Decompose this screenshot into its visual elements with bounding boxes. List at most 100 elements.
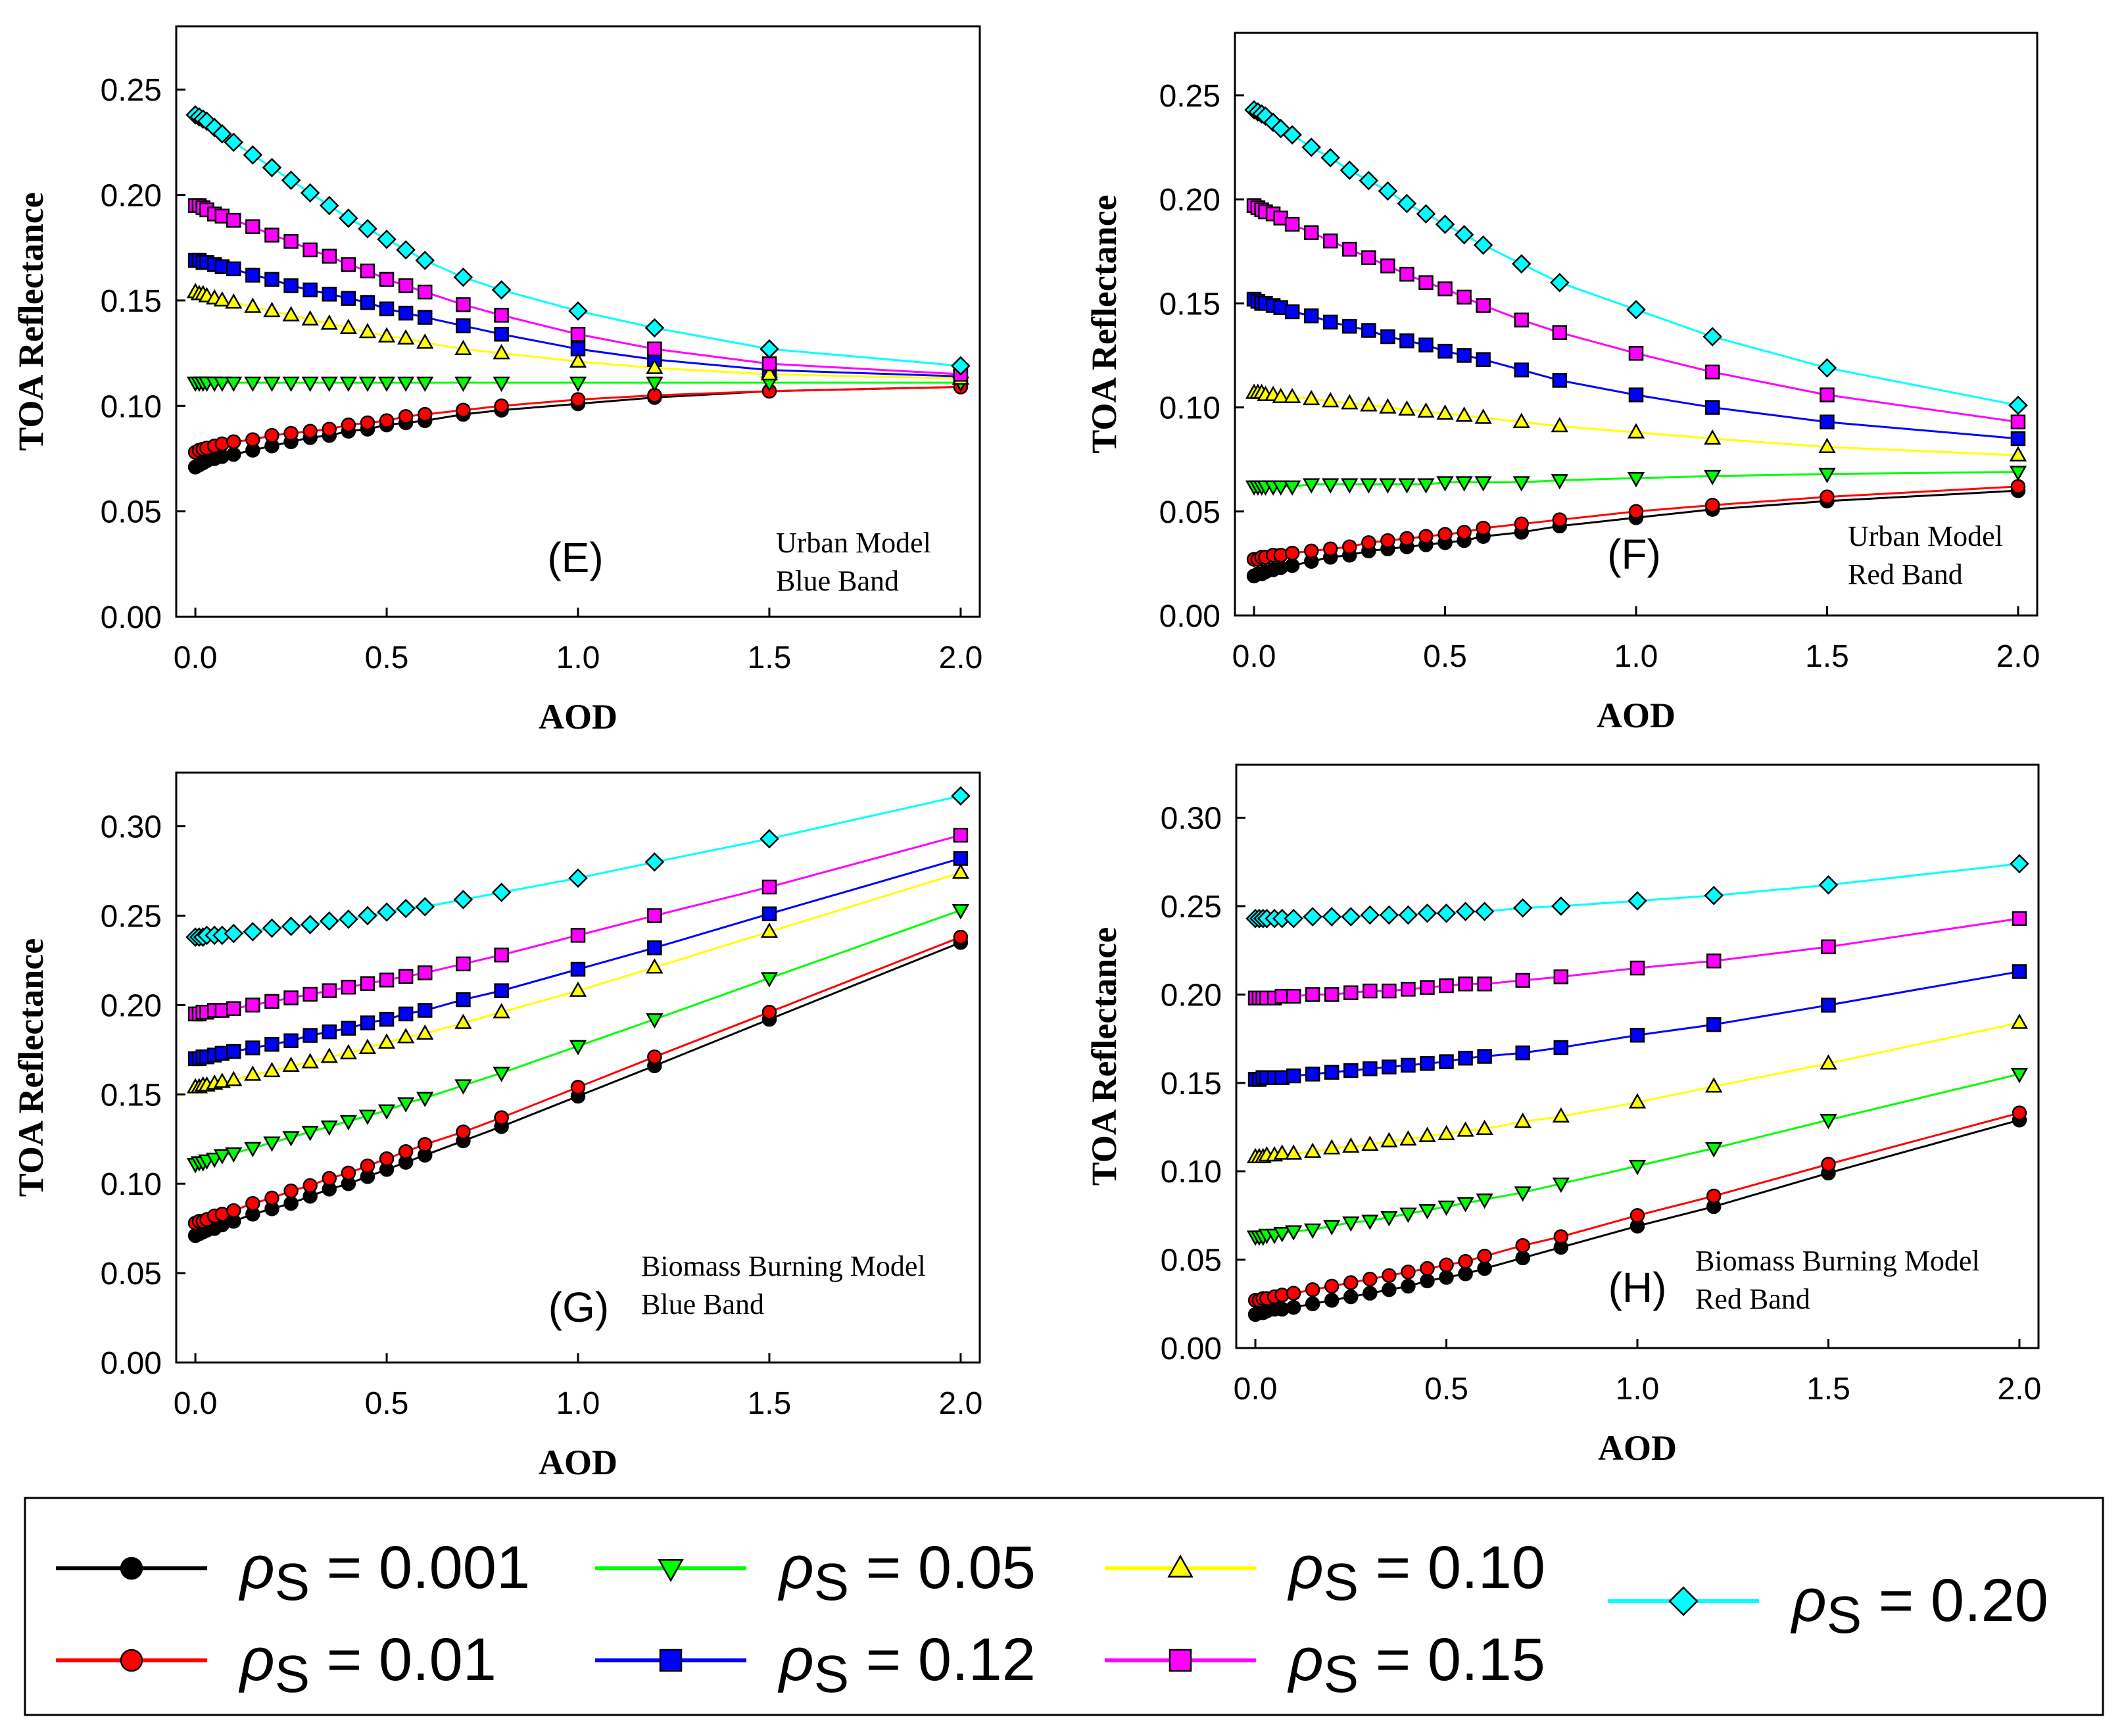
data-point — [1398, 478, 1416, 494]
data-point — [2010, 414, 2026, 429]
legend-item: ρS = 0.12 — [595, 1626, 1036, 1703]
data-point — [322, 287, 337, 302]
annotation-line: Biomass Burning Model — [641, 1250, 926, 1282]
data-point — [1820, 414, 1835, 429]
data-point — [1341, 478, 1359, 494]
legend-label: ρS = 0.10 — [1287, 1534, 1545, 1611]
data-point — [1324, 1278, 1340, 1294]
data-point — [1552, 373, 1568, 388]
data-point — [360, 263, 375, 279]
data-point — [2012, 964, 2027, 979]
data-point — [358, 322, 377, 339]
data-point — [1305, 987, 1320, 1002]
data-point — [339, 376, 357, 393]
data-point — [320, 376, 338, 393]
data-point — [1418, 337, 1434, 352]
data-point — [283, 278, 299, 293]
annotation-line: Biomass Burning Model — [1695, 1245, 1980, 1277]
y-tick-label: 0.20 — [101, 988, 162, 1023]
data-point — [225, 376, 243, 393]
data-point — [1361, 250, 1376, 265]
data-point — [454, 339, 472, 355]
data-point — [377, 229, 397, 249]
data-point — [1477, 976, 1492, 992]
data-point — [644, 318, 665, 338]
data-point — [1439, 1270, 1454, 1285]
data-point — [1705, 1142, 1723, 1158]
data-point — [1303, 389, 1320, 406]
data-point — [322, 983, 337, 998]
data-point — [1361, 1135, 1379, 1151]
data-point — [453, 267, 473, 287]
data-point — [1704, 429, 1722, 445]
data-point — [245, 268, 260, 283]
data-point — [226, 1203, 241, 1218]
data-point — [2009, 446, 2027, 462]
data-point — [570, 961, 586, 977]
data-point — [1382, 1282, 1397, 1297]
data-point — [1458, 1254, 1473, 1269]
data-point — [1704, 400, 1720, 415]
data-point — [358, 1038, 377, 1054]
data-point — [1399, 1207, 1417, 1223]
data-point — [398, 409, 414, 424]
data-point — [360, 295, 375, 310]
data-point — [1821, 998, 1836, 1013]
data-point — [301, 376, 319, 393]
panel-label: (E) — [547, 534, 603, 581]
data-point — [1437, 527, 1453, 542]
data-point — [341, 257, 356, 272]
data-point — [283, 1195, 299, 1211]
data-point — [1474, 476, 1492, 492]
data-point — [1436, 904, 1457, 923]
x-axis-label: AOD — [539, 697, 617, 736]
data-point — [1286, 1286, 1301, 1301]
data-point — [1820, 1114, 1837, 1130]
legend-item: ρS = 0.05 — [595, 1534, 1036, 1611]
data-point — [283, 425, 299, 441]
legend-rho: ρ — [1287, 1534, 1324, 1601]
data-point — [379, 1011, 395, 1027]
data-point — [1476, 1193, 1493, 1209]
data-point — [1511, 254, 1532, 274]
legend-item: ρS = 0.15 — [1105, 1626, 1545, 1703]
data-point — [281, 170, 301, 190]
annotation-line: Urban Model — [776, 527, 931, 559]
data-point — [1322, 314, 1338, 330]
data-point — [282, 376, 300, 393]
data-point — [760, 972, 779, 988]
data-point — [494, 308, 509, 323]
data-point — [1341, 907, 1361, 927]
data-point — [1474, 902, 1495, 921]
data-point — [1817, 358, 1837, 378]
data-point — [1399, 1130, 1417, 1146]
y-tick-label: 0.30 — [1161, 802, 1222, 836]
data-point — [761, 356, 777, 372]
data-point — [1514, 362, 1529, 377]
data-point — [302, 423, 318, 439]
data-point — [1343, 985, 1359, 1000]
data-point — [1551, 896, 1571, 916]
data-point — [1818, 875, 1839, 895]
y-axis-label: TOA Reflectance — [11, 938, 51, 1197]
data-point — [2008, 395, 2028, 416]
data-point — [1343, 1275, 1359, 1290]
data-point — [494, 1110, 509, 1125]
data-point — [417, 1137, 433, 1152]
data-point — [1552, 512, 1568, 527]
data-point — [1303, 907, 1322, 927]
data-point — [1399, 531, 1414, 546]
data-point — [319, 195, 339, 216]
data-point — [1399, 333, 1414, 349]
data-point — [1363, 1286, 1378, 1301]
data-point — [1437, 281, 1453, 297]
y-tick-label: 0.25 — [1161, 890, 1222, 925]
data-point — [1322, 907, 1342, 927]
data-point — [1398, 905, 1418, 925]
data-point — [1399, 266, 1414, 282]
data-point — [1303, 543, 1319, 559]
y-axis-label: TOA Reflectance — [1084, 195, 1124, 453]
series-group — [185, 786, 971, 1243]
data-point — [2010, 479, 2026, 494]
data-point — [379, 413, 395, 428]
